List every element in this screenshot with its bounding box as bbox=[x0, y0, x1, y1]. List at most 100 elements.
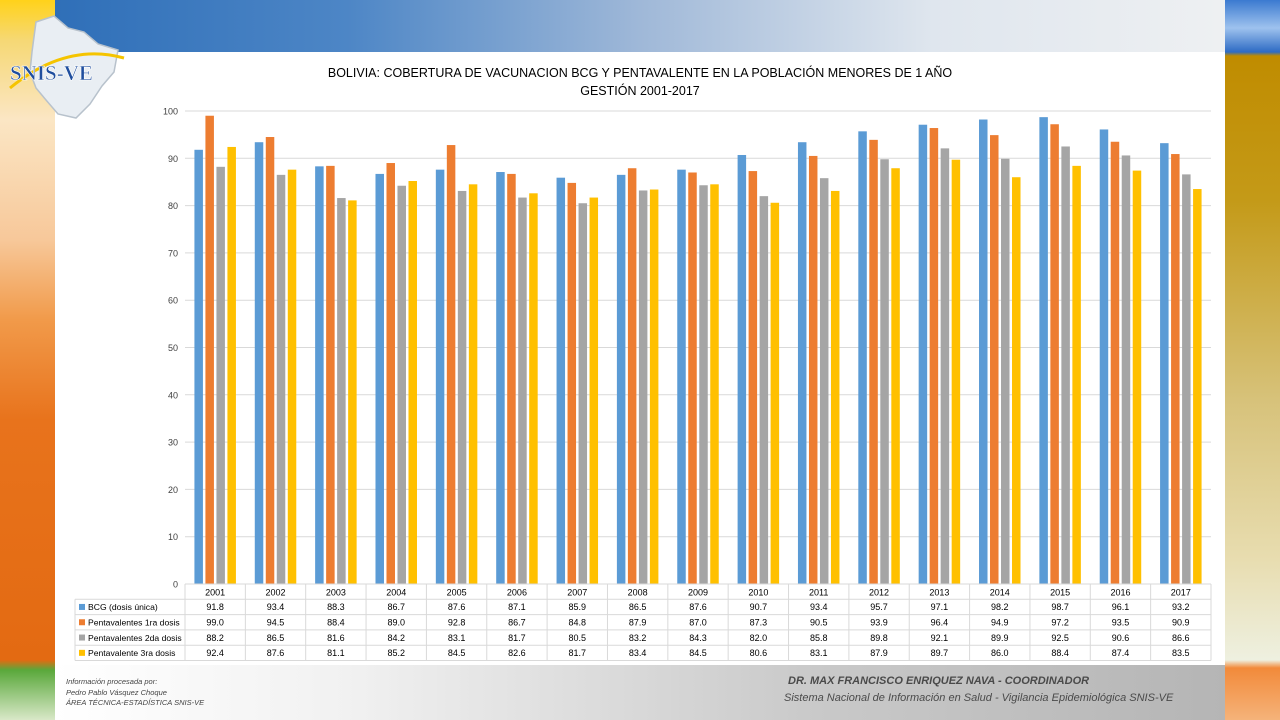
data-label: 97.1 bbox=[931, 602, 949, 612]
data-label: 90.6 bbox=[1112, 633, 1130, 643]
bar bbox=[1099, 129, 1109, 584]
x-tick-label: 2011 bbox=[809, 587, 828, 597]
x-tick-label: 2016 bbox=[1110, 587, 1130, 597]
bar bbox=[1061, 146, 1070, 584]
processed-by-line: Información procesada por: bbox=[66, 677, 158, 686]
bar bbox=[748, 171, 758, 585]
data-label: 88.4 bbox=[1051, 648, 1069, 658]
legend-swatch bbox=[79, 603, 85, 610]
y-tick-label: 50 bbox=[168, 343, 178, 353]
data-label: 96.1 bbox=[1112, 602, 1130, 612]
bar bbox=[918, 124, 928, 584]
data-label: 83.2 bbox=[629, 633, 647, 643]
data-label: 98.7 bbox=[1051, 602, 1069, 612]
data-label: 84.2 bbox=[387, 633, 405, 643]
data-label: 93.2 bbox=[1172, 602, 1190, 612]
data-label: 97.2 bbox=[1051, 617, 1069, 627]
y-tick-label: 0 bbox=[173, 580, 178, 590]
bar bbox=[386, 163, 395, 584]
data-label: 81.7 bbox=[508, 633, 526, 643]
data-label: 86.5 bbox=[629, 602, 647, 612]
data-label: 91.8 bbox=[206, 602, 224, 612]
bar bbox=[710, 184, 719, 584]
x-tick-label: 2013 bbox=[929, 587, 949, 597]
bar bbox=[797, 142, 807, 584]
y-tick-label: 60 bbox=[168, 296, 178, 306]
bar bbox=[891, 168, 900, 584]
data-label: 95.7 bbox=[870, 602, 888, 612]
x-tick-label: 2002 bbox=[266, 587, 286, 597]
bar bbox=[337, 198, 346, 585]
bar bbox=[1171, 154, 1180, 584]
data-label: 83.1 bbox=[810, 648, 828, 658]
bar bbox=[1182, 174, 1191, 584]
data-label: 89.7 bbox=[931, 648, 949, 658]
data-label: 84.3 bbox=[689, 633, 707, 643]
bar bbox=[699, 185, 708, 585]
y-tick-label: 20 bbox=[168, 485, 178, 495]
legend-label: Pentavalentes 2da dosis bbox=[88, 633, 182, 643]
bar bbox=[276, 174, 286, 585]
bar bbox=[808, 155, 818, 584]
x-tick-label: 2014 bbox=[990, 587, 1010, 597]
data-label: 93.4 bbox=[267, 602, 285, 612]
bar bbox=[435, 169, 445, 585]
x-tick-label: 2003 bbox=[326, 587, 346, 597]
bar bbox=[951, 159, 961, 584]
data-label: 83.5 bbox=[1172, 648, 1190, 658]
legend-swatch bbox=[79, 634, 85, 641]
data-label: 84.8 bbox=[569, 617, 587, 627]
data-label: 89.9 bbox=[991, 633, 1009, 643]
data-label: 87.9 bbox=[870, 648, 888, 658]
bar bbox=[496, 172, 505, 584]
bar bbox=[446, 145, 456, 584]
data-label: 88.3 bbox=[327, 602, 345, 612]
bar bbox=[567, 182, 577, 584]
legend-label: BCG (dosis única) bbox=[88, 602, 158, 612]
bar bbox=[770, 202, 780, 584]
y-tick-label: 10 bbox=[168, 532, 178, 542]
bar bbox=[880, 159, 889, 584]
y-tick-label: 40 bbox=[168, 390, 178, 400]
bar bbox=[529, 193, 538, 584]
bar bbox=[457, 190, 467, 584]
data-label: 87.6 bbox=[267, 648, 285, 658]
bar bbox=[326, 165, 335, 585]
data-label: 99.0 bbox=[206, 617, 224, 627]
bar bbox=[1193, 189, 1202, 585]
x-tick-label: 2006 bbox=[507, 587, 527, 597]
processed-by-line: ÁREA TÉCNICA-ESTADÍSTICA SNIS-VE bbox=[66, 698, 205, 707]
data-label: 84.5 bbox=[448, 648, 466, 658]
bar bbox=[1039, 117, 1048, 585]
legend-swatch bbox=[79, 649, 85, 656]
bar bbox=[254, 142, 264, 584]
bar bbox=[737, 154, 747, 584]
bar bbox=[1132, 170, 1142, 584]
data-label: 81.6 bbox=[327, 633, 345, 643]
data-label: 88.4 bbox=[327, 617, 345, 627]
right-decorative-bar bbox=[1225, 0, 1280, 720]
data-label: 83.4 bbox=[629, 648, 647, 658]
data-label: 82.6 bbox=[508, 648, 526, 658]
bar bbox=[216, 166, 225, 584]
bar bbox=[1012, 177, 1021, 584]
x-tick-label: 2008 bbox=[628, 587, 648, 597]
x-tick-label: 2010 bbox=[748, 587, 768, 597]
data-label: 85.9 bbox=[569, 602, 587, 612]
top-decorative-bar bbox=[55, 0, 1225, 52]
y-tick-label: 30 bbox=[168, 438, 178, 448]
x-tick-label: 2017 bbox=[1171, 587, 1191, 597]
bar bbox=[265, 137, 275, 584]
bar bbox=[940, 148, 950, 584]
data-label: 86.7 bbox=[508, 617, 526, 627]
coordinator-label: DR. MAX FRANCISCO ENRIQUEZ NAVA - COORDI… bbox=[788, 675, 1090, 687]
data-label: 90.7 bbox=[750, 602, 768, 612]
bar bbox=[869, 139, 878, 584]
footer-bar bbox=[55, 665, 1225, 720]
data-label: 93.4 bbox=[810, 602, 828, 612]
y-tick-label: 100 bbox=[163, 107, 178, 117]
data-label: 92.8 bbox=[448, 617, 466, 627]
bar bbox=[858, 131, 867, 585]
bar bbox=[408, 181, 417, 584]
